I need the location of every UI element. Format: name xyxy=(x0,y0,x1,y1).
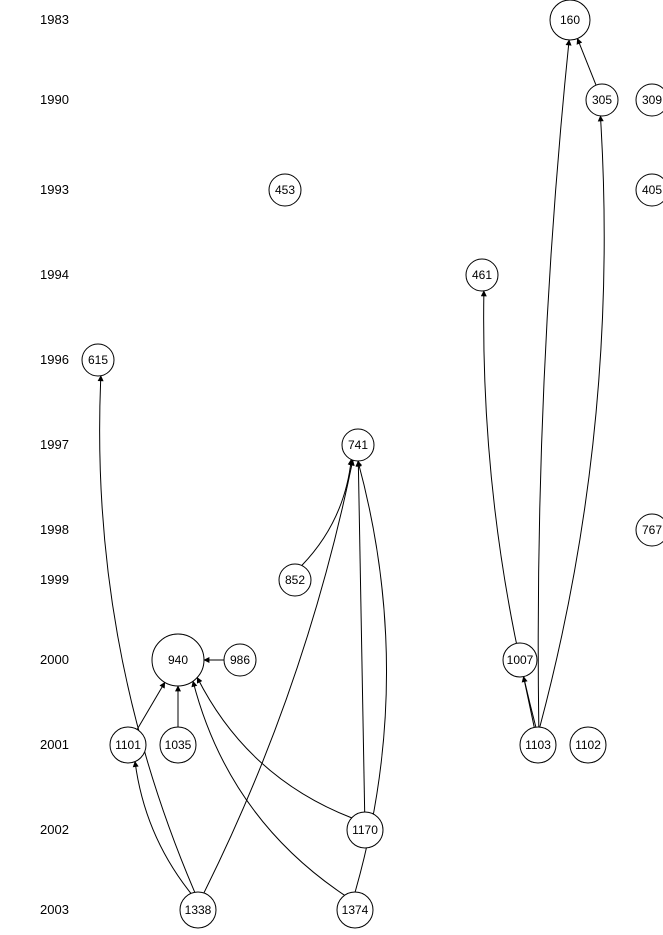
graph-node: 1101 xyxy=(110,727,146,763)
graph-node: 1374 xyxy=(337,892,373,928)
edge xyxy=(577,39,596,86)
edge xyxy=(540,116,604,727)
nodes-layer: 160 305 309 453 405 461 615 741 767 852 940 986 1007… xyxy=(82,0,663,928)
year-label: 2000 xyxy=(40,652,69,667)
graph-node: 741 xyxy=(342,429,374,461)
node-label: 1170 xyxy=(352,823,378,837)
node-label: 767 xyxy=(642,523,662,537)
node-label: 615 xyxy=(88,353,108,367)
edge xyxy=(197,677,351,817)
graph-node: 1007 xyxy=(503,643,537,677)
year-label: 2001 xyxy=(40,737,69,752)
graph-node: 1170 xyxy=(347,812,383,848)
edge xyxy=(137,682,165,729)
node-label: 1035 xyxy=(165,738,192,752)
graph-node: 405 xyxy=(636,174,663,206)
year-label: 1983 xyxy=(40,12,69,27)
edge xyxy=(204,460,353,893)
graph-node: 309 xyxy=(636,84,663,116)
node-label: 1374 xyxy=(342,903,369,917)
year-label: 1990 xyxy=(40,92,69,107)
graph-node: 986 xyxy=(224,644,256,676)
year-label: 1997 xyxy=(40,437,69,452)
year-label: 1999 xyxy=(40,572,69,587)
year-labels-layer: 1983 1990 1993 1994 1996 1997 1998 1999 2000 2001… xyxy=(40,12,69,917)
node-label: 940 xyxy=(168,653,188,667)
node-label: 986 xyxy=(230,653,250,667)
edge xyxy=(193,681,345,895)
graph-node: 615 xyxy=(82,344,114,376)
year-label: 1996 xyxy=(40,352,69,367)
edge xyxy=(358,461,364,812)
graph-node: 1103 xyxy=(520,727,556,763)
node-label: 305 xyxy=(592,93,612,107)
node-label: 1007 xyxy=(507,653,534,667)
node-label: 1101 xyxy=(115,738,141,752)
network-diagram: 160 305 309 453 405 461 615 741 767 852 940 986 1007… xyxy=(0,0,663,935)
edge xyxy=(302,459,351,565)
edge xyxy=(135,762,191,894)
node-label: 741 xyxy=(348,438,368,452)
year-label: 2003 xyxy=(40,902,69,917)
year-label: 1993 xyxy=(40,182,69,197)
graph-node: 1338 xyxy=(180,892,216,928)
node-label: 453 xyxy=(275,183,295,197)
node-label: 405 xyxy=(642,183,662,197)
node-label: 160 xyxy=(560,13,580,27)
edges-layer xyxy=(100,39,605,896)
year-label: 1998 xyxy=(40,522,69,537)
graph-node: 453 xyxy=(269,174,301,206)
node-label: 1338 xyxy=(185,903,212,917)
graph-node: 1035 xyxy=(160,727,196,763)
graph-node: 852 xyxy=(279,564,311,596)
node-label: 461 xyxy=(472,268,492,282)
graph-node: 305 xyxy=(586,84,618,116)
graph-node: 1102 xyxy=(570,727,606,763)
graph-node: 160 xyxy=(550,0,590,40)
node-label: 309 xyxy=(642,93,662,107)
node-label: 852 xyxy=(285,573,305,587)
graph-node: 940 xyxy=(152,634,204,686)
node-label: 1102 xyxy=(575,738,601,752)
year-label: 2002 xyxy=(40,822,69,837)
graph-node: 767 xyxy=(636,514,663,546)
node-label: 1103 xyxy=(525,738,551,752)
graph-node: 461 xyxy=(466,259,498,291)
year-label: 1994 xyxy=(40,267,69,282)
